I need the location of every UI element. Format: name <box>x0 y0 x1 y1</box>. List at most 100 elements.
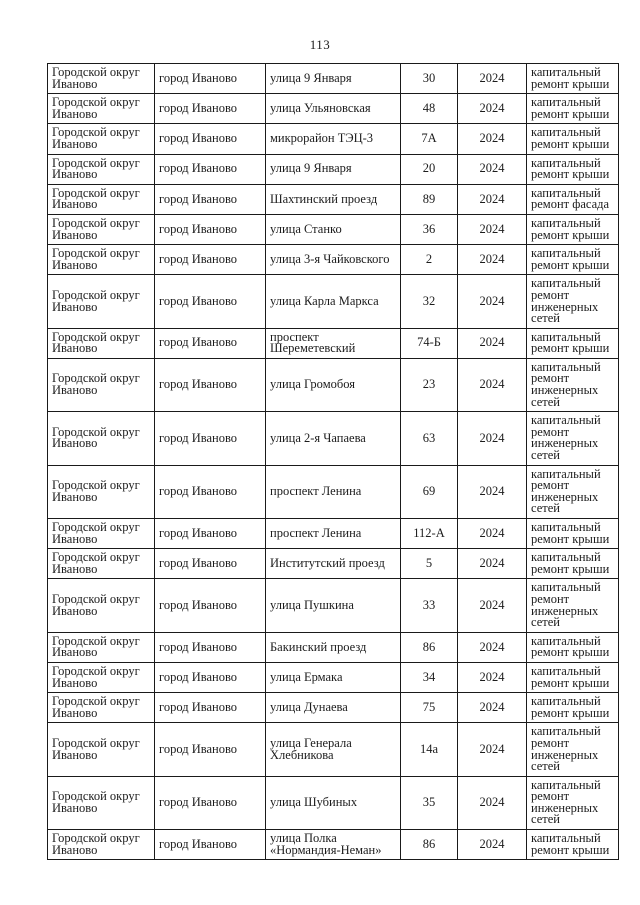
table-row: Городской округ Иваново город Иваново улиц… <box>47 62 619 95</box>
cell-district: Городской округ Иваново <box>47 517 155 550</box>
cell-city: город Иваново <box>154 517 266 550</box>
page-number: 113 <box>309 37 331 52</box>
cell-house: 20 <box>400 153 458 185</box>
cell-work: капитальный ремонт крыши <box>526 692 619 724</box>
cell-street: улица Станко <box>265 213 401 246</box>
cell-street: улица Громобоя <box>265 357 401 413</box>
cell-street: проспект Ленина <box>265 464 401 520</box>
cell-district: Городской округ Иваново <box>47 327 155 359</box>
cell-street: улица 2-я Чапаева <box>265 411 401 466</box>
cell-city: город Иваново <box>154 213 266 246</box>
cell-work: капитальный ремонт крыши <box>526 829 619 861</box>
cell-city: город Иваново <box>154 548 266 580</box>
cell-house: 2 <box>400 244 458 276</box>
cell-district: Городской округ Иваново <box>47 183 155 215</box>
cell-city: город Иваново <box>154 411 266 466</box>
cell-year: 2024 <box>457 661 527 694</box>
cell-city: город Иваново <box>154 327 266 359</box>
cell-year: 2024 <box>457 357 527 413</box>
table-row: Городской округ Иваново город Иваново улиц… <box>47 93 619 125</box>
cell-street: улица Ульяновская <box>265 93 401 125</box>
cell-work: капитальный ремонт крыши <box>526 62 619 95</box>
cell-district: Городской округ Иваново <box>47 274 155 329</box>
cell-street: Шахтинский проезд <box>265 183 401 215</box>
repair-schedule-table: Городской округ Иваново город Иваново улиц… <box>47 62 619 861</box>
cell-year: 2024 <box>457 62 527 95</box>
cell-house: 112-А <box>400 517 458 550</box>
cell-year: 2024 <box>457 722 527 777</box>
cell-district: Городской округ Иваново <box>47 357 155 413</box>
cell-year: 2024 <box>457 274 527 329</box>
cell-work: капитальный ремонт крыши <box>526 244 619 276</box>
cell-city: город Иваново <box>154 183 266 215</box>
cell-work: капитальный ремонт крыши <box>526 213 619 246</box>
cell-city: город Иваново <box>154 153 266 185</box>
cell-work: капитальный ремонт крыши <box>526 327 619 359</box>
cell-city: город Иваново <box>154 244 266 276</box>
cell-district: Городской округ Иваново <box>47 692 155 724</box>
cell-house: 86 <box>400 829 458 861</box>
table-row: Городской округ Иваново город Иваново улиц… <box>47 578 619 633</box>
cell-house: 74-Б <box>400 327 458 359</box>
cell-district: Городской округ Иваново <box>47 62 155 95</box>
cell-district: Городской округ Иваново <box>47 578 155 633</box>
cell-house: 32 <box>400 274 458 329</box>
cell-city: город Иваново <box>154 274 266 329</box>
cell-year: 2024 <box>457 517 527 550</box>
cell-work: капитальный ремонт крыши <box>526 517 619 550</box>
table-row: Городской округ Иваново город Иваново улиц… <box>47 244 619 276</box>
cell-district: Городской округ Иваново <box>47 722 155 777</box>
cell-year: 2024 <box>457 183 527 215</box>
cell-work: капитальный ремонт крыши <box>526 153 619 185</box>
cell-city: город Иваново <box>154 578 266 633</box>
cell-street: улица Генерала Хлебникова <box>265 722 401 777</box>
cell-year: 2024 <box>457 123 527 155</box>
table-row: Городской округ Иваново город Иваново улиц… <box>47 274 619 329</box>
cell-street: улица 9 Января <box>265 153 401 185</box>
cell-city: город Иваново <box>154 661 266 694</box>
cell-year: 2024 <box>457 464 527 520</box>
table-row: Городской округ Иваново город Иваново улиц… <box>47 213 619 246</box>
table-row: Городской округ Иваново город Иваново прос… <box>47 517 619 550</box>
cell-year: 2024 <box>457 244 527 276</box>
cell-district: Городской округ Иваново <box>47 631 155 663</box>
cell-district: Городской округ Иваново <box>47 123 155 155</box>
table-row: Городской округ Иваново город Иваново микр… <box>47 123 619 155</box>
cell-work: капитальный ремонт инженерных сетей <box>526 274 619 329</box>
cell-district: Городской округ Иваново <box>47 775 155 831</box>
cell-work: капитальный ремонт инженерных сетей <box>526 357 619 413</box>
cell-house: 34 <box>400 661 458 694</box>
cell-district: Городской округ Иваново <box>47 244 155 276</box>
cell-year: 2024 <box>457 327 527 359</box>
cell-street: Бакинский проезд <box>265 631 401 663</box>
cell-work: капитальный ремонт инженерных сетей <box>526 464 619 520</box>
cell-street: микрорайон ТЭЦ-3 <box>265 123 401 155</box>
cell-city: город Иваново <box>154 93 266 125</box>
cell-street: улица Полка «Нормандия-Неман» <box>265 829 401 861</box>
cell-year: 2024 <box>457 775 527 831</box>
cell-city: город Иваново <box>154 775 266 831</box>
cell-house: 69 <box>400 464 458 520</box>
cell-work: капитальный ремонт фасада <box>526 183 619 215</box>
table-row: Городской округ Иваново город Иваново Шахт… <box>47 183 619 215</box>
cell-house: 30 <box>400 62 458 95</box>
cell-city: город Иваново <box>154 357 266 413</box>
cell-house: 5 <box>400 548 458 580</box>
cell-house: 75 <box>400 692 458 724</box>
cell-house: 48 <box>400 93 458 125</box>
cell-city: город Иваново <box>154 631 266 663</box>
table-row: Городской округ Иваново город Иваново улиц… <box>47 411 619 466</box>
table-row: Городской округ Иваново город Иваново прос… <box>47 327 619 359</box>
cell-year: 2024 <box>457 578 527 633</box>
cell-year: 2024 <box>457 93 527 125</box>
cell-work: капитальный ремонт инженерных сетей <box>526 411 619 466</box>
cell-district: Городской округ Иваново <box>47 213 155 246</box>
table-row: Городской округ Иваново город Иваново улиц… <box>47 357 619 413</box>
cell-street: улица Шубиных <box>265 775 401 831</box>
cell-street: Институтский проезд <box>265 548 401 580</box>
cell-district: Городской округ Иваново <box>47 548 155 580</box>
cell-street: улица Карла Маркса <box>265 274 401 329</box>
cell-street: улица 9 Января <box>265 62 401 95</box>
table-row: Городской округ Иваново город Иваново улиц… <box>47 153 619 185</box>
